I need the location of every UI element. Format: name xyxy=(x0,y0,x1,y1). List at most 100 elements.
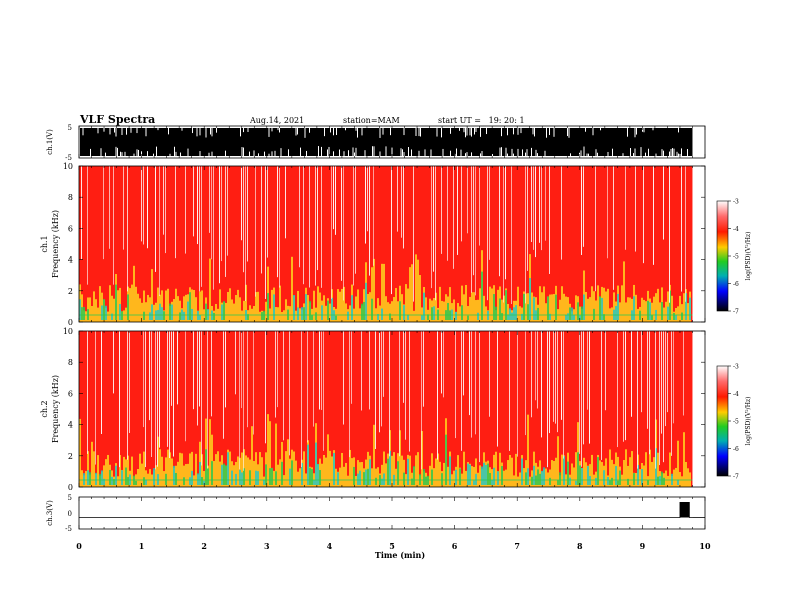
spectrogram-burst xyxy=(571,307,573,320)
spectrogram-burst xyxy=(189,477,191,485)
spectrogram-burst xyxy=(681,312,683,320)
spectrogram-band xyxy=(565,296,567,322)
spectrogram-streak xyxy=(87,331,88,454)
spectrogram-band xyxy=(215,454,217,487)
spectrogram-band xyxy=(621,285,623,322)
spectrogram-band xyxy=(261,457,263,487)
spectrogram-streak xyxy=(403,166,404,249)
spectrogram-burst xyxy=(475,473,477,485)
spectrogram-streak xyxy=(87,166,88,285)
spectrogram-burst xyxy=(303,307,305,320)
waveform-gap xyxy=(280,148,282,156)
spectrogram-burst xyxy=(563,456,565,485)
ch2-spectrogram-image xyxy=(79,331,705,487)
waveform-gap xyxy=(141,151,142,156)
spectrogram-streak xyxy=(155,331,156,470)
spectrogram-band xyxy=(497,289,499,322)
spectrogram-burst xyxy=(191,470,193,485)
waveform-gap xyxy=(568,128,570,138)
spectrogram-burst xyxy=(473,480,475,485)
spectrogram-burst xyxy=(143,477,145,485)
spectrogram-streak xyxy=(467,166,468,234)
spectrogram-band xyxy=(479,288,481,322)
spectrogram-band xyxy=(103,465,105,487)
spectrogram-burst xyxy=(427,475,429,485)
spectrogram-streak xyxy=(583,166,584,247)
spectrogram-band xyxy=(99,286,101,322)
spectrogram-band xyxy=(145,302,147,322)
spectrogram-streak xyxy=(539,166,540,243)
waveform-gap xyxy=(328,146,330,156)
spectrogram-burst xyxy=(309,467,311,485)
spectrogram-band xyxy=(405,474,407,487)
spectrogram-burst xyxy=(171,304,173,320)
spectrogram-burst xyxy=(601,297,603,320)
spectrogram-band xyxy=(239,297,241,322)
x-tick-label: 5 xyxy=(389,541,395,551)
spectrogram-streak xyxy=(511,166,512,305)
spectrogram-band xyxy=(321,463,323,487)
waveform-gap xyxy=(687,149,688,156)
spectrogram-band xyxy=(527,414,529,487)
spectrogram-burst xyxy=(383,473,385,485)
spectrogram-burst xyxy=(489,473,491,485)
spectrogram-band xyxy=(93,291,95,322)
spectrogram-streak xyxy=(563,331,564,459)
spectrogram-band xyxy=(583,457,585,487)
spectrogram-streak xyxy=(227,166,228,256)
spectrogram-streak xyxy=(159,166,160,297)
waveform-gap xyxy=(192,128,193,134)
waveform-gap xyxy=(121,152,123,156)
spectrogram-band xyxy=(409,267,411,322)
spectrogram-band xyxy=(165,290,167,322)
spectrogram-burst xyxy=(311,469,313,485)
spectrogram-band xyxy=(265,301,267,322)
waveform-gap xyxy=(225,150,226,156)
spectrogram-burst xyxy=(423,292,425,320)
spectrogram-band xyxy=(79,418,81,487)
spectrogram-band xyxy=(139,298,141,322)
waveform-gap xyxy=(418,150,420,156)
spectrogram-burst xyxy=(327,300,329,320)
spectrogram-streak xyxy=(397,166,398,232)
spectrogram-burst xyxy=(441,473,443,485)
waveform-gap xyxy=(480,128,481,137)
spectrogram-streak xyxy=(655,331,656,469)
spectrogram-streak xyxy=(533,166,534,250)
spectrogram-streak xyxy=(157,331,158,467)
spectrogram-band xyxy=(517,476,519,487)
spectrogram-burst xyxy=(573,314,575,320)
spectrogram-burst xyxy=(671,473,673,485)
spectrogram-burst xyxy=(179,312,181,320)
waveform-gap xyxy=(592,128,594,136)
spectrogram-band xyxy=(399,430,401,487)
spectrogram-streak xyxy=(175,166,176,259)
waveform-gap xyxy=(187,148,189,156)
spectrogram-band xyxy=(503,470,505,487)
waveform-gap xyxy=(330,128,331,133)
spectrogram-streak xyxy=(275,331,276,418)
waveform-gap xyxy=(474,128,475,135)
spectrogram-band xyxy=(639,469,641,487)
spectrogram-burst xyxy=(425,476,427,485)
waveform-gap xyxy=(348,150,349,156)
spectrogram-band xyxy=(635,294,637,322)
spectrogram-burst xyxy=(641,469,643,485)
waveform-gap xyxy=(517,148,519,156)
spectrogram-band xyxy=(387,302,389,322)
waveform-gap xyxy=(678,153,679,156)
spectrogram-streak xyxy=(307,331,308,443)
spectrogram-band xyxy=(349,449,351,487)
spectrogram-band xyxy=(133,265,135,322)
spectrogram-burst xyxy=(667,306,669,320)
spectrogram-band xyxy=(465,470,467,487)
spectrogram-streak xyxy=(243,331,244,471)
spectrogram-streak xyxy=(255,166,256,297)
spectrogram-band xyxy=(401,455,403,487)
spectrogram-streak xyxy=(95,331,96,465)
spectrogram-burst xyxy=(197,473,199,485)
spectrogram-band xyxy=(391,455,393,487)
spectrogram-band xyxy=(469,296,471,322)
spectrogram-burst xyxy=(347,311,349,320)
spectrogram-band xyxy=(347,475,349,487)
